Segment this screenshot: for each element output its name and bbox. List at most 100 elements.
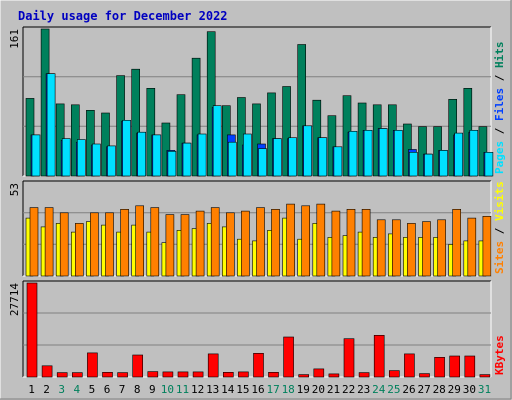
day-label-5: 5: [89, 383, 96, 396]
bar-kbytes-day-31: [479, 374, 491, 378]
bar-sites-day-28: [437, 219, 446, 277]
bar-pages-day-18: [288, 137, 297, 177]
day-label-8: 8: [134, 383, 141, 396]
bar-kbytes-day-19: [298, 374, 310, 378]
day-label-21: 21: [327, 383, 340, 396]
bar-sites-day-17: [271, 209, 280, 277]
panel-hits-files-pages: 161 Pages / Files / Hits: [8, 26, 506, 177]
bar-pages-day-19: [303, 125, 313, 177]
day-label-10: 10: [161, 383, 174, 396]
bar-pages-day-2: [46, 73, 56, 177]
day-label-23: 23: [357, 383, 370, 396]
legend-kbytes: KBytes: [493, 335, 506, 375]
day-label-1: 1: [28, 383, 35, 396]
y-max-label: 53: [8, 183, 21, 196]
bar-pages-day-6: [107, 145, 116, 177]
legend-separator: /: [493, 121, 506, 141]
day-label-3: 3: [58, 383, 65, 396]
bar-sites-day-31: [482, 216, 492, 277]
bar-hits-day-6: [101, 112, 110, 177]
day-label-27: 27: [417, 383, 430, 396]
panel-visits-sites: 53 Sites / Visits: [8, 180, 506, 277]
bar-pages-day-4: [77, 139, 86, 177]
bar-sites-day-22: [346, 209, 356, 277]
day-axis-labels: 1 2 3 4 5 6 7 8 9 10 11 12 13 14 15 16 17 18 19 20 21 22 23 24 2…: [28, 383, 491, 396]
legend-hits-files-pages: Pages / Files / Hits: [493, 42, 506, 175]
legend-separator: /: [493, 68, 506, 88]
bar-kbytes-day-25: [388, 370, 400, 378]
bar-sites-day-29: [452, 209, 462, 277]
bar-pages-day-10: [167, 151, 177, 177]
bar-pages-day-31: [484, 152, 494, 177]
bar-kbytes-day-18: [283, 336, 294, 378]
bar-kbytes-day-9: [147, 371, 159, 378]
bar-hits-day-21: [327, 115, 337, 177]
bar-sites-day-16: [256, 207, 265, 277]
bar-sites-day-18: [286, 203, 295, 277]
bar-pages-day-28: [439, 150, 448, 177]
day-label-22: 22: [342, 383, 355, 396]
day-label-24: 24: [372, 383, 386, 396]
bar-hits-day-8: [131, 68, 140, 177]
bar-kbytes-day-23: [358, 372, 370, 378]
bar-hits-day-16: [252, 103, 261, 177]
bar-sites-day-27: [422, 221, 431, 277]
bar-sites-day-2: [44, 207, 54, 277]
day-label-4: 4: [73, 383, 80, 396]
bar-pages-day-8: [137, 131, 146, 177]
bar-pages-day-16: [258, 148, 267, 177]
legend-separator: /: [493, 221, 506, 241]
bar-pages-day-22: [348, 131, 358, 177]
bar-sites-day-9: [150, 207, 160, 277]
day-label-9: 9: [149, 383, 156, 396]
bar-hits-day-11: [176, 94, 186, 177]
bar-sites-day-14: [226, 212, 235, 277]
day-label-28: 28: [433, 383, 446, 396]
bar-kbytes-day-22: [343, 338, 355, 378]
bar-pages-day-12: [197, 133, 207, 177]
day-label-26: 26: [402, 383, 415, 396]
legend-entry-pages: Pages: [493, 141, 506, 174]
bar-hits-day-17: [267, 92, 276, 177]
bar-pages-day-26: [409, 152, 418, 177]
day-label-19: 19: [297, 383, 310, 396]
bar-sites-day-24: [376, 219, 386, 277]
bar-kbytes-day-12: [192, 371, 204, 378]
bar-hits-day-13: [206, 31, 216, 177]
day-label-12: 12: [191, 383, 204, 396]
bar-pages-day-7: [122, 120, 131, 177]
day-label-7: 7: [119, 383, 126, 396]
bar-sites-day-4: [75, 223, 84, 277]
bar-pages-day-14: [228, 141, 237, 177]
y-max-label: 161: [8, 29, 21, 49]
bar-sites-day-3: [59, 212, 69, 277]
bar-kbytes-day-29: [449, 355, 461, 378]
bar-sites-day-12: [195, 210, 205, 277]
day-label-29: 29: [448, 383, 461, 396]
bar-pages-day-15: [243, 133, 252, 177]
bar-pages-day-17: [273, 138, 282, 177]
bar-pages-day-24: [378, 128, 388, 177]
bar-hits-day-31: [478, 126, 488, 177]
bar-kbytes-day-3: [56, 372, 68, 378]
bar-sites-day-19: [301, 205, 311, 277]
bar-kbytes-day-14: [223, 371, 234, 378]
bar-kbytes-day-26: [404, 353, 415, 378]
bar-kbytes-day-7: [117, 372, 128, 378]
bar-kbytes-day-1: [26, 282, 38, 378]
bar-kbytes-day-11: [177, 371, 189, 378]
bar-sites-day-30: [467, 217, 477, 277]
bar-hits-day-10: [161, 122, 171, 177]
day-label-15: 15: [236, 383, 249, 396]
day-label-20: 20: [312, 383, 325, 396]
chart-title: Daily usage for December 2022: [18, 9, 228, 23]
bar-pages-day-3: [61, 138, 71, 177]
bar-sites-day-15: [241, 210, 250, 277]
bar-sites-day-1: [29, 207, 39, 277]
bar-sites-day-10: [165, 214, 175, 277]
bar-hits-day-19: [297, 44, 307, 177]
bar-pages-day-20: [318, 137, 328, 177]
bar-sites-day-21: [331, 210, 341, 277]
bar-pages-day-29: [454, 132, 464, 177]
